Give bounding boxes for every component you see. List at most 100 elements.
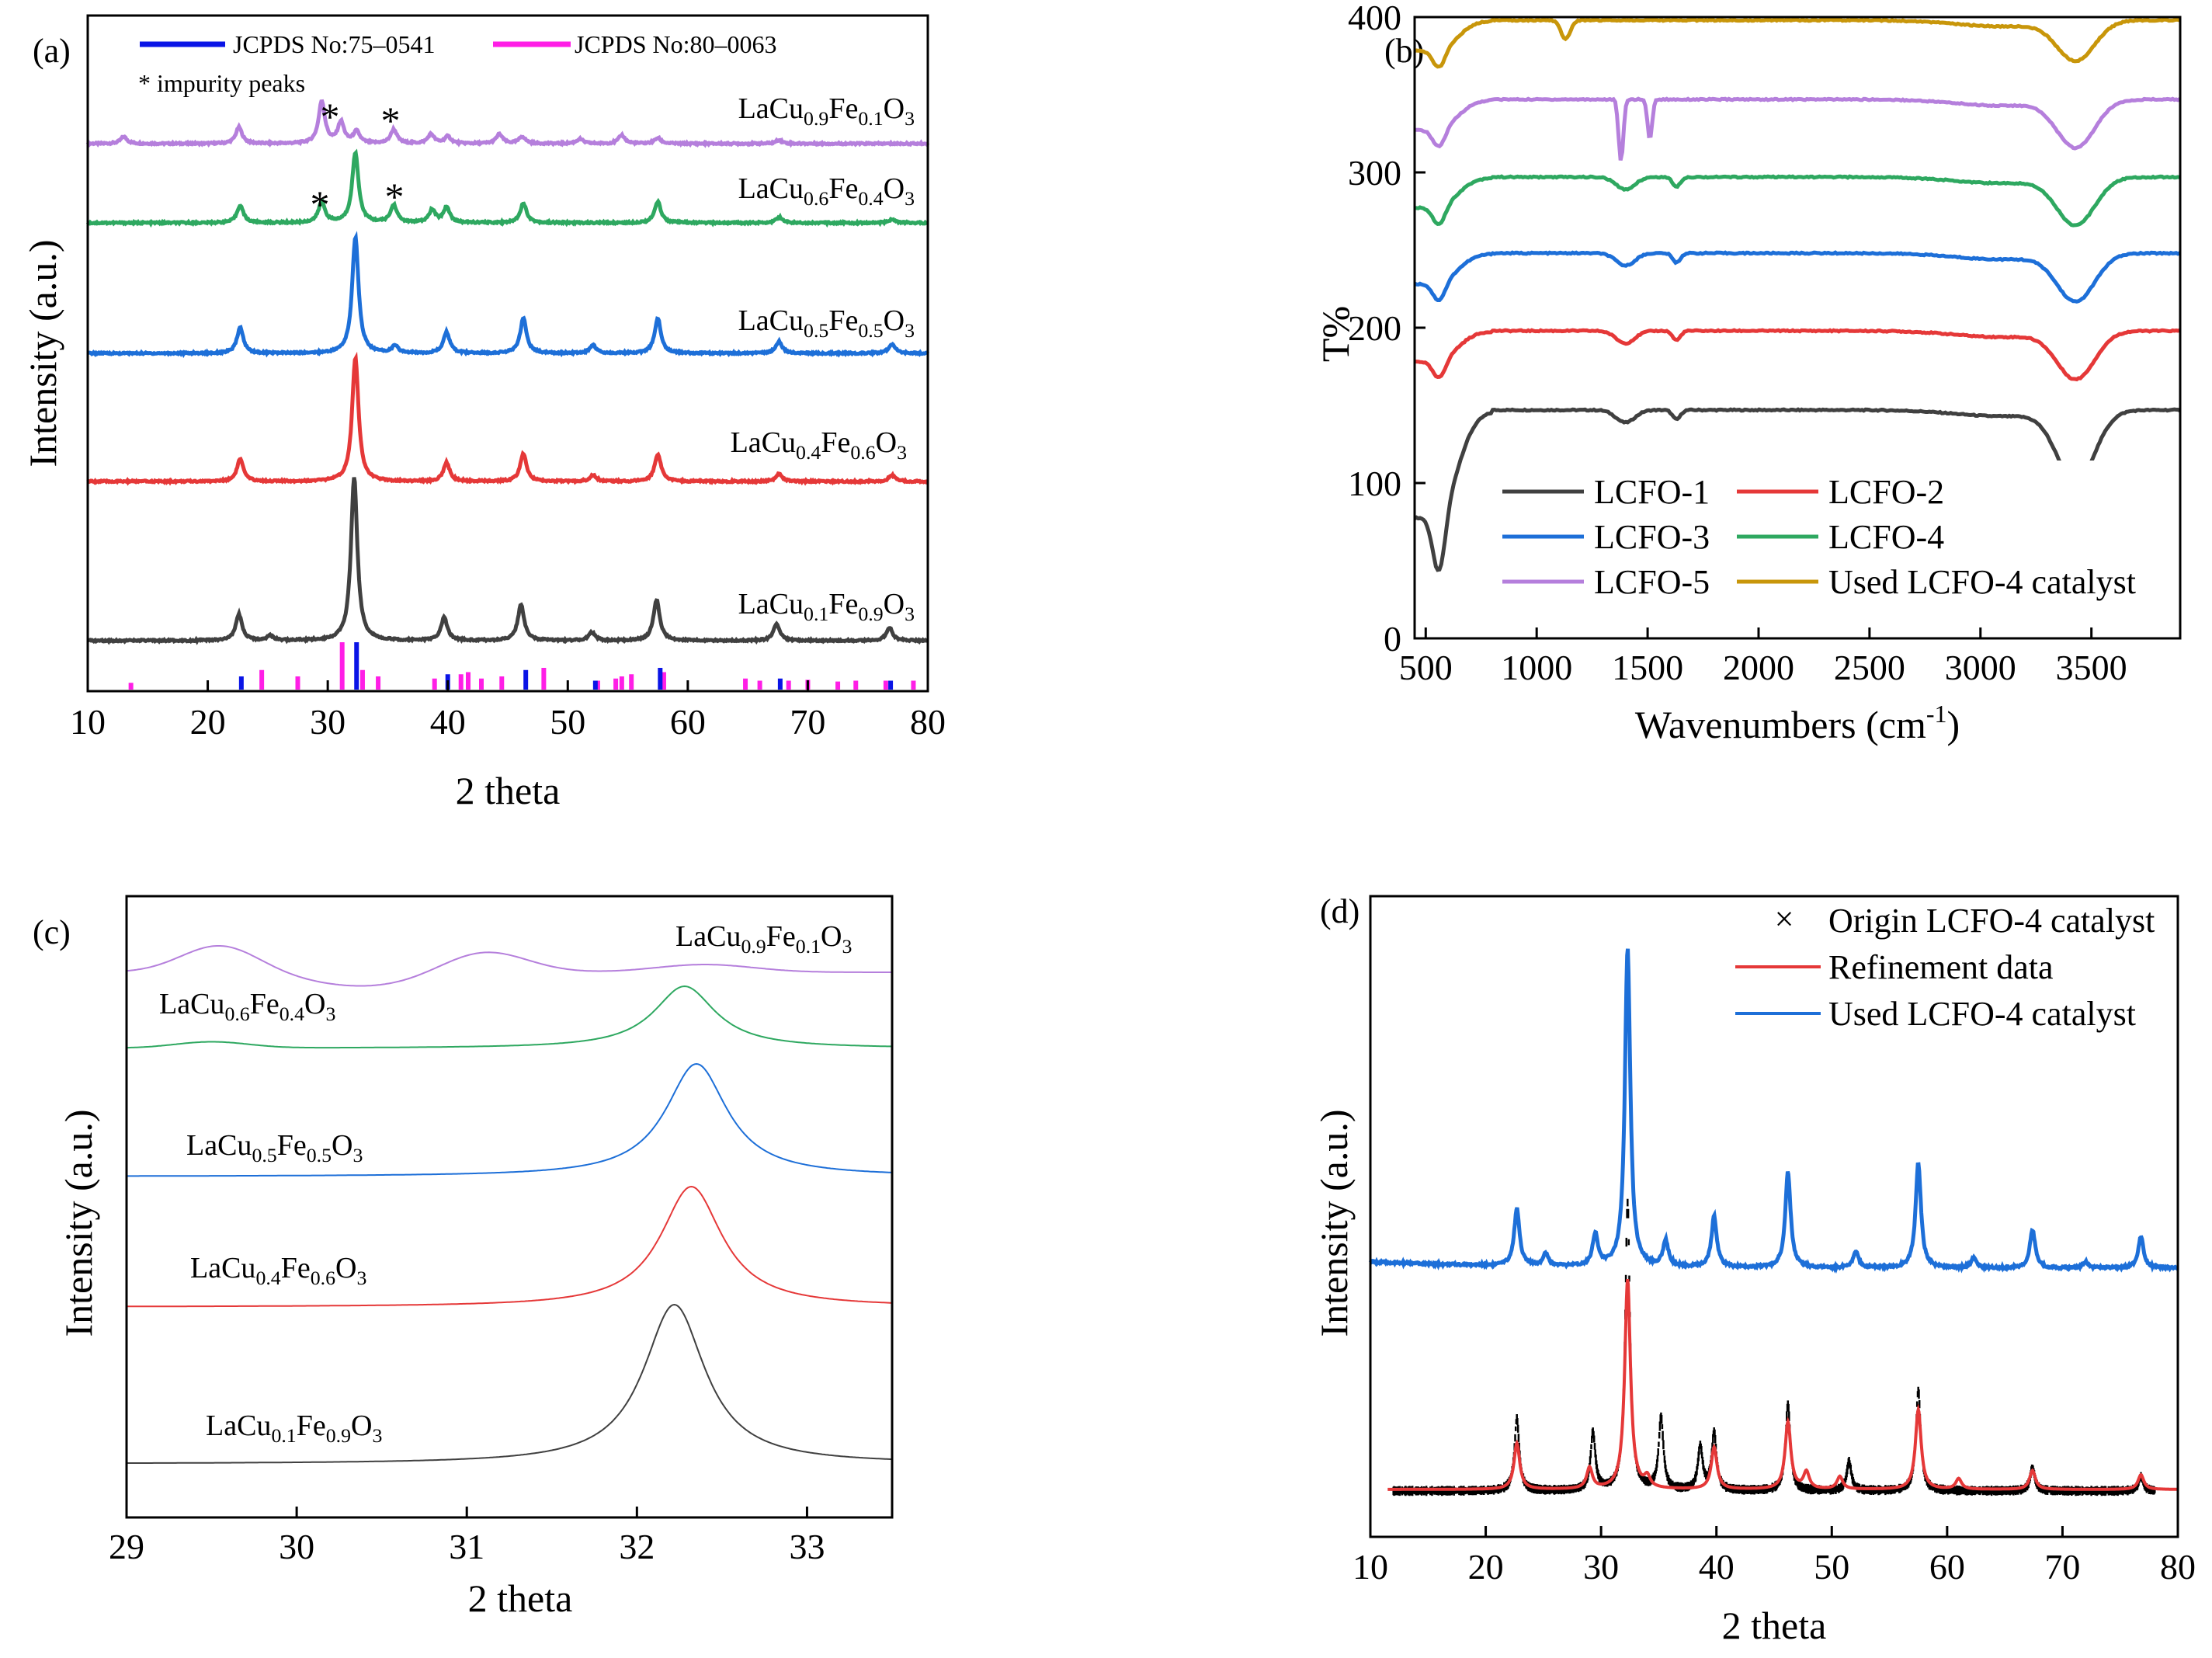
panel-a-x-tick-label: 80	[910, 702, 946, 742]
panel-b-x-title: Wavenumbers (cm-1)	[1635, 700, 1960, 746]
zoom-label-LaCu0.9Fe0.1O3: LaCu0.9Fe0.1O3	[675, 920, 852, 958]
panel-c-x-tick-label: 31	[449, 1527, 484, 1566]
impurity-star: *	[385, 175, 405, 218]
panel-c-xrd-zoom: (c) 29 30 31 32 33 2 theta Intensity (a.u.) …	[33, 895, 894, 1620]
zoom-curve-LaCu0.9Fe0.1O3	[126, 945, 892, 987]
panel-a-x-title: 2 theta	[456, 769, 561, 812]
legend-label-LCFO-4: LCFO-4	[1828, 518, 1944, 556]
panel-c-x-ticks: 29 30 31 32 33	[109, 1507, 825, 1566]
panel-b-y-tick-label: 0	[1384, 619, 1401, 659]
refinement-curve	[1387, 1278, 2178, 1491]
legend-refinement-label: Refinement data	[1828, 948, 2054, 986]
sample-label-LaCu0.6Fe0.4O3: LaCu0.6Fe0.4O3	[738, 172, 915, 210]
panel-d-x-tick-label: 80	[2160, 1547, 2196, 1587]
zoom-curve-LaCu0.1Fe0.9O3	[127, 1303, 893, 1464]
panel-a-x-tick-label: 40	[430, 702, 466, 742]
panel-d-refinement: (d) 10 20 30 40 50 60 70 80 2 theta Intensity (…	[1312, 892, 2196, 1647]
panel-b-y-ticks: 0 100 200 300 400	[1348, 0, 1425, 659]
xrd-curve-LaCu0.1Fe0.9O3	[87, 477, 929, 645]
panel-d-x-tick-label: 60	[1929, 1547, 1965, 1587]
sample-label-LaCu0.1Fe0.9O3: LaCu0.1Fe0.9O3	[738, 588, 915, 625]
legend-label-LCFO-2: LCFO-2	[1828, 473, 1944, 511]
panel-b-x-tick-label: 1000	[1501, 648, 1572, 687]
panel-b-x-tick-label: 3500	[2056, 648, 2127, 687]
panel-c-curves	[126, 945, 893, 1464]
panel-b-legend: LCFO-1 LCFO-2 LCFO-3 LCFO-4 LCFO-5 Used LCFO-…	[1502, 473, 2136, 601]
used-lcfo4-curve	[1368, 948, 2179, 1274]
panel-c-x-tick-label: 29	[109, 1527, 144, 1566]
sample-label-LaCu0.4Fe0.6O3: LaCu0.4Fe0.6O3	[731, 426, 907, 464]
panel-a-x-tick-label: 60	[670, 702, 706, 742]
panel-a-x-tick-label: 50	[550, 702, 585, 742]
panel-b-x-tick-label: 2500	[1834, 648, 1905, 687]
panel-d-letter: (d)	[1320, 892, 1359, 930]
zoom-label-LaCu0.5Fe0.5O3: LaCu0.5Fe0.5O3	[186, 1129, 363, 1166]
panel-a-x-tick-label: 30	[310, 702, 346, 742]
impurity-star: *	[321, 95, 340, 138]
legend-origin-label: Origin LCFO-4 catalyst	[1828, 902, 2155, 940]
panel-d-x-tick-label: 20	[1468, 1547, 1504, 1587]
ftir-curve-LCFO-4	[1414, 174, 2180, 228]
panel-a-reference-sticks	[128, 642, 916, 690]
zoom-label-LaCu0.6Fe0.4O3: LaCu0.6Fe0.4O3	[159, 988, 335, 1025]
panel-a-x-tick-label: 20	[190, 702, 226, 742]
panel-b-x-tick-label: 1500	[1612, 648, 1683, 687]
ref-legend-label-75-0541: JCPDS No:75–0541	[233, 30, 436, 58]
panel-d-y-title: Intensity (a.u.)	[1312, 1110, 1356, 1337]
panel-d-x-tick-label: 30	[1583, 1547, 1619, 1587]
panel-b-x-tick-label: 3000	[1945, 648, 2016, 687]
sample-label-LaCu0.5Fe0.5O3: LaCu0.5Fe0.5O3	[738, 304, 915, 342]
panel-a-xrd: (a) 10 20 30 40 50 60 70 80 2 theta Intensity (…	[21, 14, 946, 812]
legend-label-LCFO-5: LCFO-5	[1594, 563, 1710, 601]
panel-b-x-ticks: 500 1000 1500 2000 2500 3000 3500	[1399, 627, 2127, 687]
zoom-label-LaCu0.1Fe0.9O3: LaCu0.1Fe0.9O3	[206, 1409, 382, 1447]
ref-legend-label-80-0063: JCPDS No:80–0063	[575, 30, 777, 58]
panel-a-y-title: Intensity (a.u.)	[21, 240, 64, 468]
zoom-label-LaCu0.4Fe0.6O3: LaCu0.4Fe0.6O3	[190, 1252, 366, 1289]
panel-c-x-tick-label: 32	[619, 1527, 655, 1566]
panel-d-x-title: 2 theta	[1722, 1604, 1827, 1647]
zoom-curve-LaCu0.5Fe0.5O3	[127, 1062, 893, 1177]
panel-d-frame	[1369, 895, 2179, 1538]
panel-b-ftir: (b) 500 1000 1500 2000 2500 3000 3500 01002003…	[1314, 0, 2182, 746]
panel-a-frame	[86, 14, 929, 693]
ftir-curve-LCFO-1	[1413, 407, 2181, 572]
panel-c-sample-labels: LaCu0.9Fe0.1O3 LaCu0.6Fe0.4O3 LaCu0.5Fe0.5…	[159, 920, 852, 1447]
panel-a-x-ticks: 10 20 30 40 50 60 70 80	[70, 680, 946, 742]
panel-c-frame	[125, 895, 894, 1519]
panel-d-x-tick-label: 10	[1353, 1547, 1388, 1587]
impurity-star: *	[311, 182, 330, 226]
impurity-star: *	[381, 99, 401, 142]
zoom-curve-LaCu0.6Fe0.4O3	[127, 985, 893, 1049]
panel-c-y-title: Intensity (a.u.)	[57, 1110, 100, 1337]
panel-b-legend-backdrop	[1497, 461, 2176, 620]
panel-a-impurity-markers: * * * *	[311, 95, 405, 226]
legend-label-LCFO-1: LCFO-1	[1594, 473, 1710, 511]
panel-d-curves	[1368, 948, 2179, 1496]
panel-b-y-tick-label: 100	[1348, 464, 1401, 503]
panel-a-letter: (a)	[33, 32, 71, 70]
panel-d-x-tick-label: 40	[1699, 1547, 1735, 1587]
legend-used-label: Used LCFO-4 catalyst	[1828, 995, 2136, 1033]
panel-b-curves	[1413, 17, 2181, 572]
panel-a-x-tick-label: 10	[70, 702, 106, 742]
panel-c-letter: (c)	[33, 913, 71, 951]
panel-c-x-title: 2 theta	[468, 1576, 573, 1620]
panel-a-x-tick-label: 70	[790, 702, 825, 742]
xrd-curve-LaCu0.6Fe0.4O3	[85, 148, 929, 228]
legend-label-LCFO-3: LCFO-3	[1594, 518, 1710, 556]
ftir-curve-LCFO-5	[1415, 96, 2181, 161]
panel-b-x-tick-label: 500	[1399, 648, 1453, 687]
panel-c-x-tick-label: 33	[789, 1527, 825, 1566]
legend-label-Used LCFO-4 catalyst: Used LCFO-4 catalyst	[1828, 563, 2136, 601]
xrd-curve-LaCu0.9Fe0.1O3	[85, 99, 930, 148]
panel-a-ref-legend: JCPDS No:75–0541 JCPDS No:80–0063 * impu…	[138, 30, 777, 97]
panel-d-x-tick-label: 50	[1814, 1547, 1849, 1587]
panel-b-y-tick-label: 300	[1348, 153, 1401, 193]
ftir-curve-Used LCFO-4 catalyst	[1414, 17, 2181, 69]
panel-b-y-title: T%	[1314, 306, 1357, 362]
ftir-curve-LCFO-2	[1415, 328, 2180, 382]
zoom-curve-LaCu0.4Fe0.6O3	[127, 1185, 893, 1308]
xrd-curve-LaCu0.4Fe0.6O3	[86, 351, 929, 486]
